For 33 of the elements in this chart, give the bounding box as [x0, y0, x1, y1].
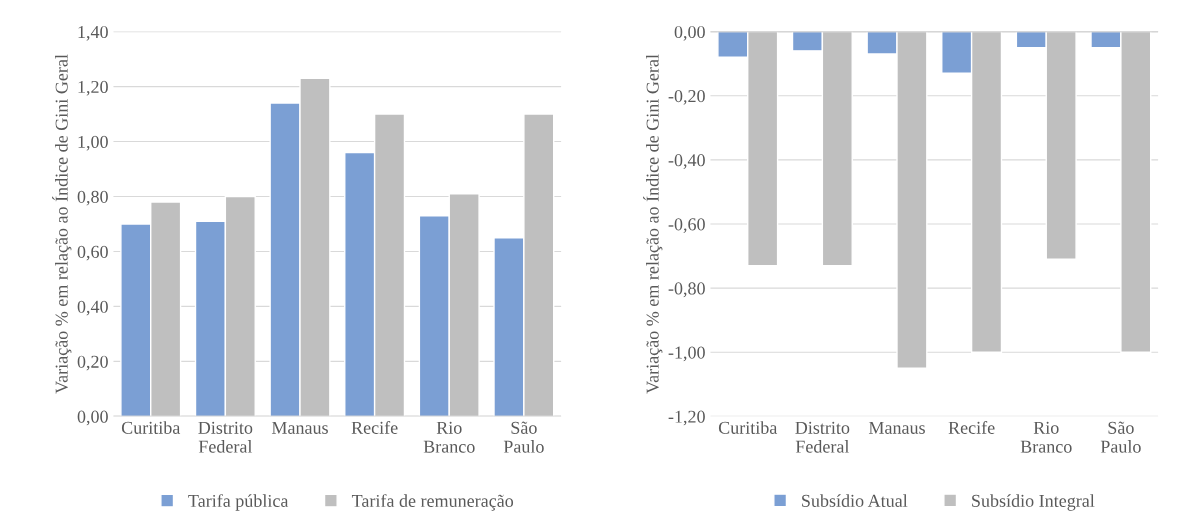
x-tick-label: Recife — [351, 421, 398, 434]
x-tick-label: Manaus — [868, 421, 925, 434]
y-tick-label: 0,20 — [77, 355, 108, 371]
x-tick-label: São Paulo — [503, 421, 544, 453]
y-tick-label: 1,00 — [78, 135, 108, 151]
y-tick-label: 0,40 — [77, 300, 108, 316]
x-tick-label: Manaus — [271, 421, 328, 434]
legend-label: Tarifa de remuneração — [351, 494, 514, 511]
x-tick-label: Rio Branco — [1020, 421, 1072, 453]
y-tick-label: 0,00 — [77, 410, 108, 426]
y-tick-label: 0,80 — [77, 190, 108, 206]
x-tick-label: Distrito Federal — [198, 421, 253, 453]
y-axis-title: Variação % em relação ao Índice de Gini Geral — [643, 54, 663, 394]
legend-label: Subsídio Atual — [802, 494, 908, 507]
y-tick-label: 1,20 — [78, 80, 108, 96]
legend-label: Tarifa pública — [188, 494, 289, 511]
x-tick-label: Curitiba — [121, 421, 181, 434]
y-tick-label: -1,00 — [668, 346, 705, 362]
y-axis-title: Variação % em relação ao Índice de Gini Geral — [52, 54, 72, 394]
legend-label: Subsídio Integral — [972, 494, 1095, 511]
y-tick-label: -1,20 — [668, 410, 705, 426]
x-tick-label: Recife — [948, 421, 995, 434]
y-tick-label: -0,20 — [668, 90, 705, 105]
y-tick-label: -0,80 — [668, 282, 705, 298]
x-tick-label: Distrito Federal — [795, 421, 850, 453]
y-tick-label: 1,40 — [78, 25, 108, 41]
y-tick-label: 0,00 — [674, 25, 705, 41]
y-tick-label: -0,40 — [668, 154, 705, 169]
y-tick-label: -0,60 — [668, 218, 705, 234]
x-tick-label: Rio Branco — [423, 421, 475, 453]
y-tick-label: 0,60 — [77, 245, 108, 261]
x-tick-label: São Paulo — [1100, 421, 1141, 453]
x-tick-label: Curitiba — [718, 421, 778, 434]
